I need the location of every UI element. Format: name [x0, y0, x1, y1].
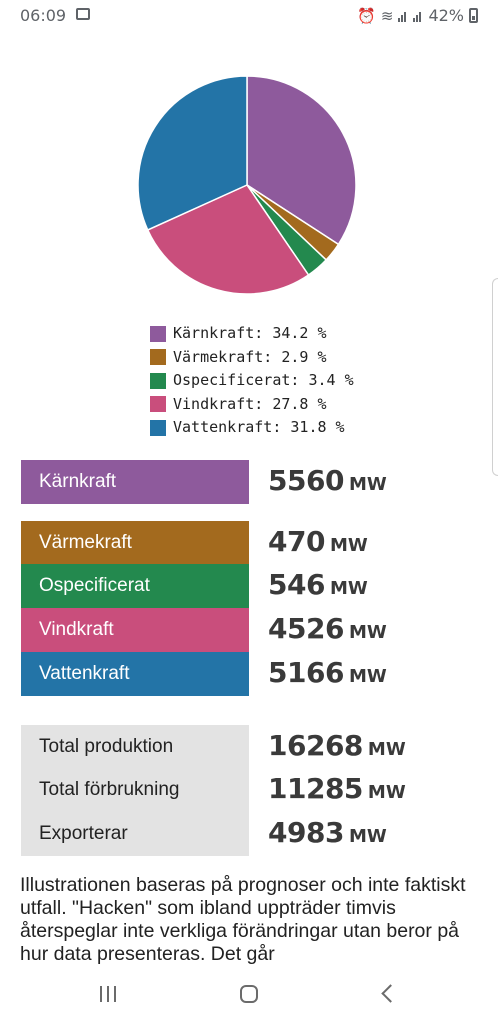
source-value: 546 MW: [268, 568, 368, 601]
status-icons: ⏰ ≋ 42%: [357, 6, 478, 25]
source-unit: MW: [348, 474, 387, 495]
legend-item: Vindkraft: 27.8 %: [150, 393, 354, 417]
source-number: 470: [268, 525, 325, 558]
source-unit: MW: [348, 666, 387, 687]
total-label: Exporterar: [21, 812, 249, 856]
legend-swatch: [150, 349, 166, 366]
source-row: Vattenkraft 5166 MW: [21, 652, 491, 696]
description-text: Illustrationen baseras på prognoser och …: [20, 874, 466, 965]
signal-icon: [398, 10, 408, 22]
alarm-icon: ⏰: [357, 6, 376, 25]
legend-label: Vindkraft: 27.8 %: [173, 394, 327, 413]
source-label: Ospecificerat: [21, 564, 249, 608]
wifi-icon: ≋: [380, 6, 394, 25]
legend-label: Ospecificerat: 3.4 %: [173, 371, 354, 389]
legend-label: Vattenkraft: 31.8 %: [173, 418, 345, 436]
legend-item: Kärnkraft: 34.2 %: [150, 322, 354, 346]
status-bar: 06:09 ⏰ ≋ 42%: [0, 0, 498, 32]
legend-label: Värmekraft: 2.9 %: [173, 347, 327, 366]
source-label: Kärnkraft: [21, 460, 249, 504]
source-number: 546: [268, 568, 325, 601]
total-row: Exporterar 4983 MW: [21, 812, 491, 856]
total-number: 11285: [268, 772, 363, 805]
source-value: 470 MW: [268, 525, 368, 558]
legend-item: Vattenkraft: 31.8 %: [150, 416, 354, 440]
legend-swatch: [150, 396, 166, 413]
source-label: Värmekraft: [21, 521, 249, 565]
source-row: Kärnkraft 5560 MW: [21, 460, 491, 504]
total-value: 16268 MW: [268, 729, 406, 762]
status-time: 06:09: [20, 6, 67, 25]
legend-item: Ospecificerat: 3.4 %: [150, 369, 354, 393]
energy-pie-chart: [137, 75, 357, 295]
source-row: Ospecificerat 546 MW: [21, 564, 491, 608]
navigation-bar: [0, 966, 498, 1024]
legend-swatch: [150, 325, 166, 342]
source-unit: MW: [329, 535, 368, 556]
source-label: Vattenkraft: [21, 652, 249, 696]
legend-item: Värmekraft: 2.9 %: [150, 346, 354, 370]
source-value: 5560 MW: [268, 464, 387, 497]
total-unit: MW: [367, 739, 406, 760]
total-unit: MW: [367, 782, 406, 803]
source-value: 4526 MW: [268, 612, 387, 645]
source-number: 5166: [268, 656, 344, 689]
image-notification-icon: [76, 8, 90, 20]
legend-swatch: [150, 372, 166, 389]
total-number: 16268: [268, 729, 363, 762]
total-unit: MW: [348, 826, 387, 847]
total-label: Total förbrukning: [21, 768, 249, 812]
signal-icon-2: [413, 10, 423, 22]
chart-legend: Kärnkraft: 34.2 % Värmekraft: 2.9 % Ospeci…: [150, 322, 354, 440]
recent-apps-button[interactable]: [100, 986, 116, 1002]
source-label: Vindkraft: [21, 608, 249, 652]
total-number: 4983: [268, 816, 344, 849]
source-number: 5560: [268, 464, 344, 497]
pie-slice-vattenkraft: [137, 75, 248, 231]
legend-swatch: [150, 419, 166, 436]
total-value: 4983 MW: [268, 816, 387, 849]
source-row: Värmekraft 470 MW: [21, 521, 491, 565]
source-value: 5166 MW: [268, 656, 387, 689]
total-value: 11285 MW: [268, 772, 406, 805]
source-number: 4526: [268, 612, 344, 645]
source-row: Vindkraft 4526 MW: [21, 608, 491, 652]
source-unit: MW: [329, 578, 368, 599]
source-unit: MW: [348, 622, 387, 643]
back-button[interactable]: [381, 984, 400, 1003]
legend-label: Kärnkraft: 34.2 %: [173, 324, 327, 342]
battery-icon: [469, 8, 478, 23]
battery-percent: 42%: [428, 6, 464, 25]
total-row: Total förbrukning 11285 MW: [21, 768, 491, 812]
home-button[interactable]: [240, 985, 258, 1003]
total-label: Total produktion: [21, 725, 249, 769]
total-row: Total produktion 16268 MW: [21, 725, 491, 769]
edge-panel-handle[interactable]: [492, 278, 498, 476]
